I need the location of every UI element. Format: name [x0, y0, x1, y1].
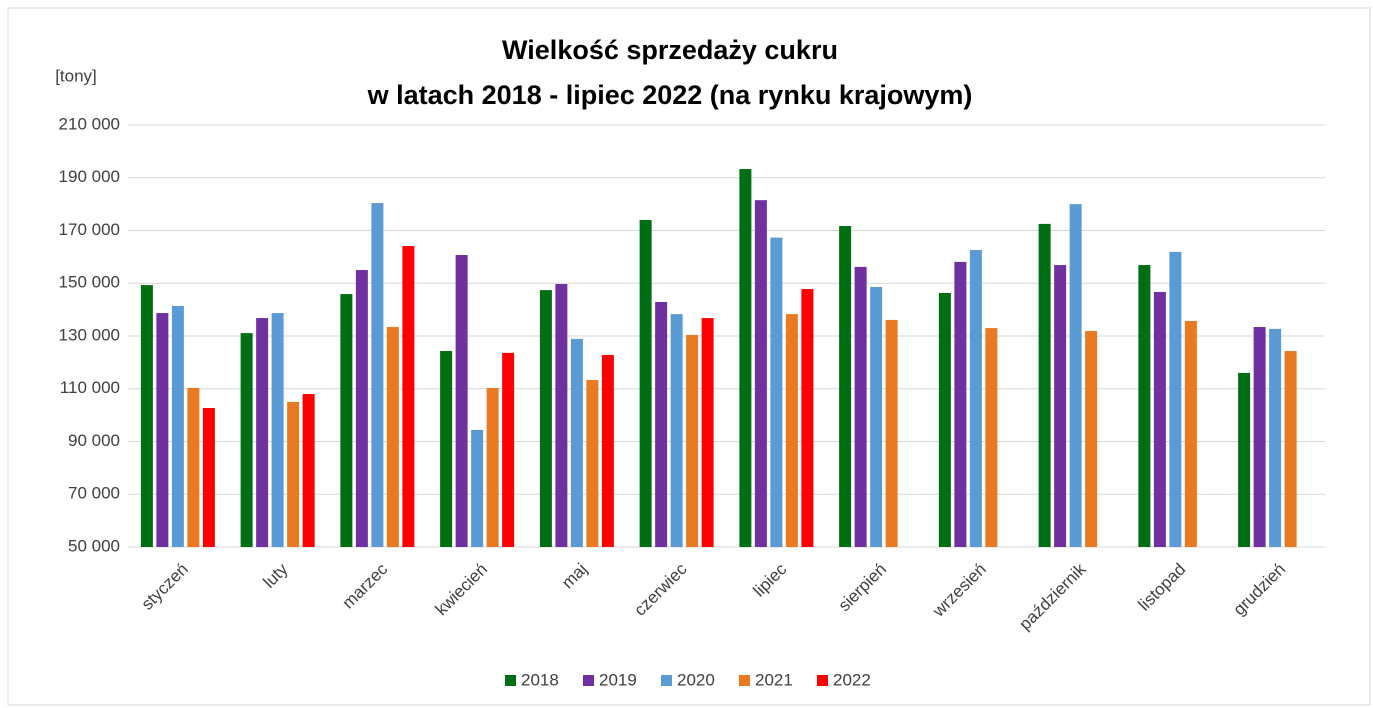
- bar: [355, 270, 368, 547]
- bar: [770, 237, 783, 547]
- bar: [539, 290, 552, 547]
- bar: [1038, 223, 1051, 547]
- bar: [1138, 265, 1151, 547]
- bar: [340, 294, 353, 547]
- bar: [739, 169, 752, 547]
- legend-label: 2022: [833, 670, 871, 689]
- y-tick-label: 110 000: [60, 378, 120, 397]
- bar: [256, 318, 269, 547]
- bar: [1269, 328, 1282, 547]
- legend-swatch: [505, 675, 516, 686]
- bar: [156, 313, 169, 547]
- bar: [1253, 327, 1266, 547]
- y-tick-label: 210 000: [59, 114, 120, 133]
- bar: [140, 285, 153, 547]
- legend-label: 2018: [521, 670, 559, 689]
- y-tick-label: 50 000: [68, 536, 120, 555]
- bar: [1054, 265, 1067, 547]
- bar: [1238, 372, 1251, 547]
- y-tick-label: 150 000: [59, 273, 120, 292]
- y-tick-label: 70 000: [68, 484, 120, 503]
- bar: [502, 352, 515, 547]
- bar: [555, 284, 568, 547]
- bar: [701, 318, 714, 547]
- bar: [371, 203, 384, 547]
- bar: [1153, 291, 1166, 547]
- bar: [202, 408, 215, 547]
- legend-label: 2019: [599, 670, 637, 689]
- bar: [639, 219, 652, 547]
- legend-swatch: [739, 675, 750, 686]
- bar: [870, 286, 883, 547]
- bar: [985, 328, 998, 547]
- bar: [187, 387, 200, 547]
- legend-swatch: [817, 675, 828, 686]
- bar: [486, 387, 499, 547]
- bar: [969, 250, 982, 547]
- legend-label: 2020: [677, 670, 715, 689]
- y-tick-label: 90 000: [68, 431, 120, 450]
- bar: [302, 394, 315, 547]
- bar: [240, 333, 253, 547]
- bar: [1069, 204, 1082, 547]
- bar: [938, 293, 951, 547]
- bar: [287, 401, 300, 547]
- bar: [655, 301, 668, 547]
- bar: [1085, 330, 1098, 547]
- legend-label: 2021: [755, 670, 793, 689]
- bar: [686, 334, 699, 547]
- bar: [455, 255, 468, 547]
- bar: [801, 289, 814, 547]
- legend-swatch: [583, 675, 594, 686]
- legend-swatch: [661, 675, 672, 686]
- bar: [601, 354, 614, 547]
- bar: [839, 226, 852, 548]
- bar: [386, 327, 399, 547]
- bar: [1169, 251, 1182, 547]
- bar: [754, 200, 767, 547]
- bar: [670, 314, 683, 547]
- y-tick-label: 130 000: [59, 325, 120, 344]
- y-axis-label: [tony]: [55, 66, 97, 85]
- chart-title: Wielkość sprzedaży cukru: [502, 35, 838, 65]
- y-tick-label: 190 000: [59, 167, 120, 186]
- chart-title: w latach 2018 - lipiec 2022 (na rynku kr…: [367, 80, 973, 110]
- bar: [171, 305, 184, 547]
- bar: [440, 351, 453, 547]
- bar: [271, 313, 284, 547]
- bar: [854, 266, 867, 547]
- bar: [402, 246, 415, 547]
- bar: [785, 314, 798, 547]
- bar: [471, 429, 484, 547]
- bar: [586, 380, 599, 547]
- bar: [1184, 320, 1197, 547]
- bar: [1284, 351, 1297, 547]
- bar: [954, 261, 967, 547]
- bar: [570, 338, 583, 547]
- bar: [885, 319, 898, 547]
- y-tick-label: 170 000: [59, 220, 120, 239]
